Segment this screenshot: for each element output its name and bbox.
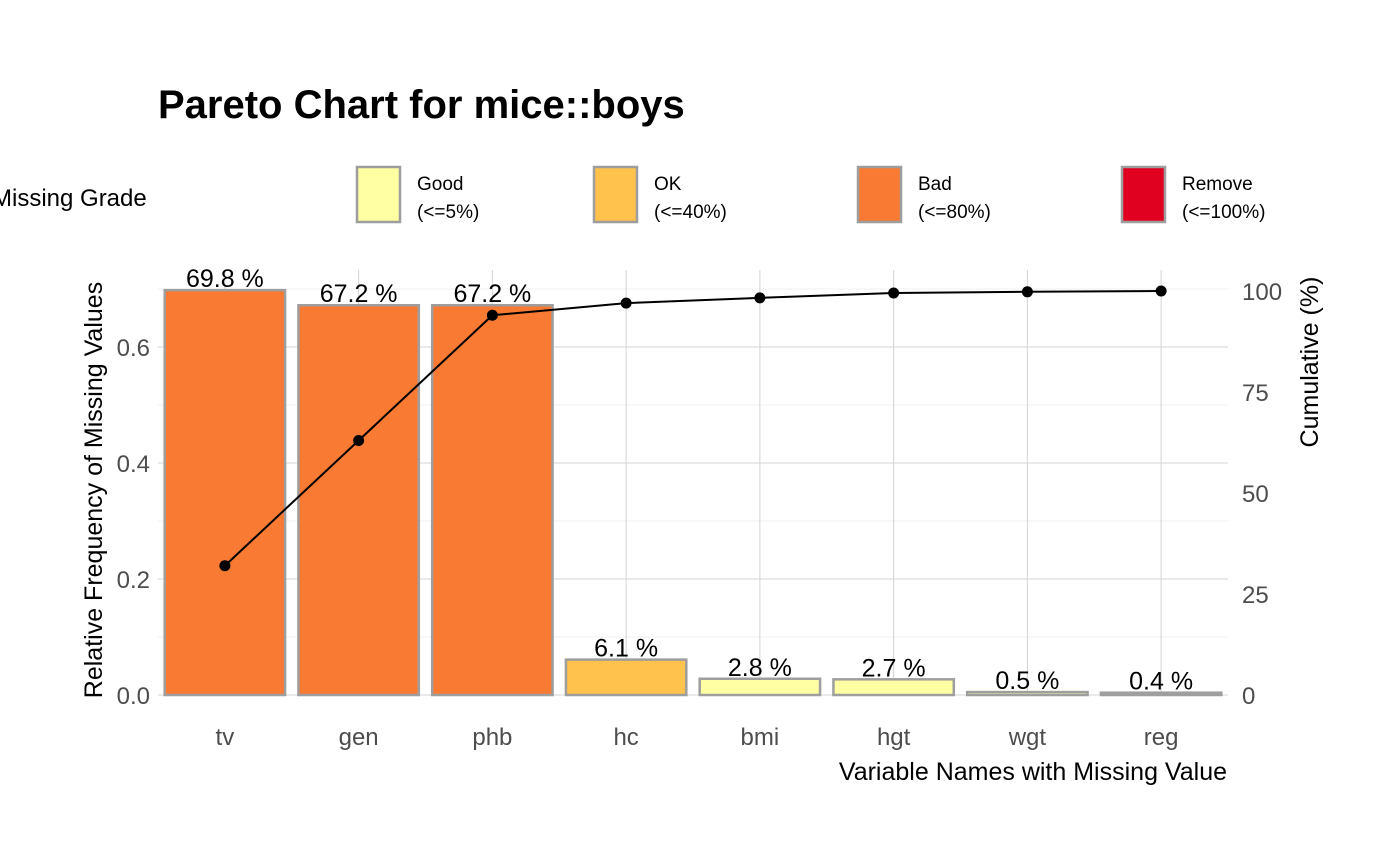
y2-tick-label: 100 <box>1242 279 1282 306</box>
y-tick-label: 0.4 <box>117 451 150 478</box>
cumulative-point-phb <box>486 309 498 321</box>
bar-gen <box>297 303 421 697</box>
cumulative-point-hgt <box>888 287 900 299</box>
y2-tick-label: 75 <box>1242 380 1269 407</box>
legend-label-good: Good <box>417 174 463 195</box>
bar-label-hgt: 2.7 % <box>862 654 926 682</box>
legend-label-remove: Remove <box>1182 174 1253 195</box>
legend-swatch-bad <box>856 165 903 224</box>
legend-swatch-good <box>355 165 402 224</box>
bar-hgt <box>832 678 956 697</box>
legend-range-remove: (<=100%) <box>1182 202 1265 223</box>
y2-tick-label: 50 <box>1242 481 1269 508</box>
legend-label-ok: OK <box>654 174 682 195</box>
bar-label-wgt: 0.5 % <box>995 667 1059 695</box>
x-tick-label-gen: gen <box>339 724 379 751</box>
bar-label-hc: 6.1 % <box>594 635 658 663</box>
cumulative-line <box>224 290 1162 567</box>
bar-label-phb: 67.2 % <box>453 280 531 308</box>
cumulative-point-tv <box>219 560 231 572</box>
legend: Missing Grade Good (<=5%) OK (<=40%) Bad (<=8… <box>0 165 1265 224</box>
y-tick-label: 0.0 <box>117 683 150 710</box>
legend-swatch-remove <box>1120 165 1167 224</box>
x-tick-label-hc: hc <box>613 724 638 751</box>
bar-labels: 69.8 % 67.2 % 67.2 % 6.1 % 2.8 % 2.7 % 0.5 % 0.… <box>186 265 1193 696</box>
chart-title: Pareto Chart for mice::boys <box>158 83 685 127</box>
bar-hc <box>564 658 688 697</box>
cumulative-point-wgt <box>1021 286 1033 298</box>
bar-reg <box>1099 691 1223 697</box>
cumulative-point-reg <box>1155 285 1167 297</box>
x-tick-label-wgt: wgt <box>1008 724 1047 751</box>
bar-tv <box>163 288 287 697</box>
x-tick-label-hgt: hgt <box>877 724 911 751</box>
bar-label-bmi: 2.8 % <box>728 654 792 682</box>
x-tick-label-reg: reg <box>1144 724 1179 751</box>
y2-tick-label: 25 <box>1242 582 1269 609</box>
bar-wgt <box>965 690 1089 697</box>
x-tick-label-phb: phb <box>472 724 512 751</box>
bar-label-reg: 0.4 % <box>1129 668 1193 696</box>
axes: 0.0 0.2 0.4 0.6 0 25 50 75 100 tv gen phb hc bmi hgt wg… <box>117 279 1282 751</box>
bar-label-tv: 69.8 % <box>186 265 264 293</box>
y-axis-title: Relative Frequency of Missing Values <box>80 282 108 698</box>
legend-swatch-ok <box>592 165 639 224</box>
cumulative-line-layer <box>219 285 1167 572</box>
cumulative-point-gen <box>353 434 365 446</box>
legend-label-bad: Bad <box>918 174 952 195</box>
legend-range-good: (<=5%) <box>417 202 479 223</box>
bar-phb <box>430 303 554 697</box>
x-axis-title: Variable Names with Missing Value <box>839 758 1227 786</box>
bar-label-gen: 67.2 % <box>320 280 398 308</box>
y-tick-label: 0.2 <box>117 567 150 594</box>
x-tick-label-tv: tv <box>216 724 235 751</box>
legend-title: Missing Grade <box>0 185 147 212</box>
y2-axis-title: Cumulative (%) <box>1296 277 1324 448</box>
cumulative-point-bmi <box>754 292 766 304</box>
x-tick-label-bmi: bmi <box>741 724 780 751</box>
y2-tick-label: 0 <box>1242 683 1255 710</box>
bar-bmi <box>698 677 822 697</box>
y-tick-label: 0.6 <box>117 335 150 362</box>
bars <box>163 288 1223 697</box>
legend-range-bad: (<=80%) <box>918 202 991 223</box>
legend-range-ok: (<=40%) <box>654 202 727 223</box>
cumulative-point-hc <box>620 297 632 309</box>
